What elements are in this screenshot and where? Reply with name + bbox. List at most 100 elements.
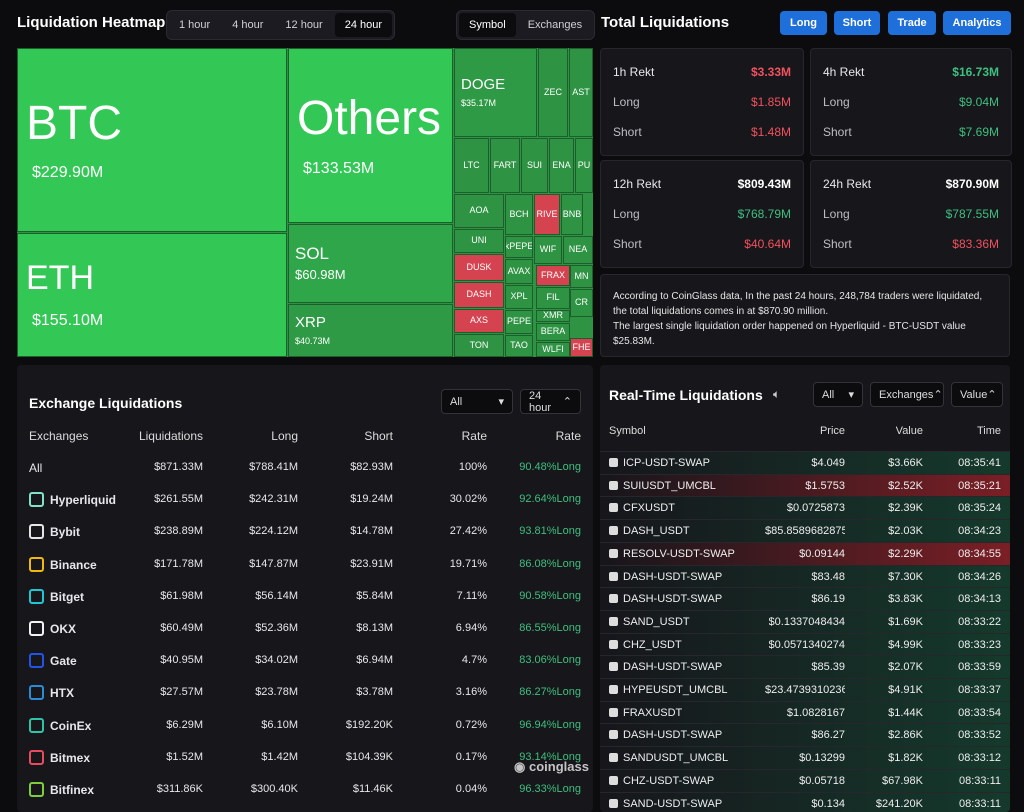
period-tab[interactable]: 4 hour: [232, 19, 264, 31]
action-button[interactable]: Short: [834, 11, 880, 35]
rekt-card: 4h Rekt $16.73M Long $9.04M Short $7.69M: [810, 48, 1012, 156]
heatmap-tile[interactable]: FRAX: [536, 265, 570, 286]
card-label: Short: [823, 125, 852, 139]
watermark: ◉ coinglass: [514, 759, 589, 774]
exchange-icon: [29, 492, 44, 508]
heatmap-tile[interactable]: ZEC: [538, 48, 568, 137]
table-cell: 7.11%: [456, 589, 487, 602]
note-line: The largest single liquidation order hap…: [613, 321, 966, 347]
heatmap-tile[interactable]: BTC $229.90M: [17, 48, 287, 232]
heatmap-tile[interactable]: BNB: [561, 194, 583, 235]
action-button[interactable]: Long: [780, 11, 827, 35]
heatmap-tile[interactable]: DUSK: [454, 254, 504, 281]
heatmap-tile[interactable]: RIVE: [534, 194, 560, 235]
summary-note: According to CoinGlass data, In the past…: [600, 274, 1010, 357]
tile-label: WIF: [539, 244, 557, 255]
heatmap-tile[interactable]: CR: [570, 289, 593, 317]
heatmap-tile[interactable]: MN: [570, 265, 593, 288]
heatmap-tile[interactable]: FART: [490, 138, 520, 193]
realtime-panel: Real-Time Liquidations 🔈︎ All ▾ Exchanges…: [600, 365, 1010, 812]
period-select[interactable]: 24 hour ⌃: [520, 389, 581, 414]
heatmap-tile[interactable]: DASH: [454, 282, 504, 308]
action-button[interactable]: Analytics: [943, 11, 1011, 35]
table-cell: 93.14%Long: [519, 750, 581, 763]
tile-label: ETH: [26, 259, 94, 298]
heatmap-tile[interactable]: WIF: [534, 236, 562, 264]
filter-select[interactable]: All ▾: [813, 382, 863, 407]
table-cell: $61.98M: [160, 589, 203, 602]
period-tab[interactable]: 1 hour: [179, 19, 211, 31]
liquidation-row: CHZ-USDT-SWAP $0.05718 $67.98K 08:33:11: [600, 768, 1010, 792]
heatmap-tile[interactable]: XMR: [536, 310, 570, 322]
tile-label: FHE: [572, 341, 591, 352]
tile-label: kPEPE: [505, 241, 533, 252]
table-cell: RESOLV-USDT-SWAP: [623, 547, 735, 560]
table-cell: $27.57M: [160, 686, 203, 699]
heatmap-tile[interactable]: UNI: [454, 229, 504, 253]
period-tab[interactable]: 24 hour: [334, 13, 393, 37]
heatmap: BTC $229.90M Others $133.53M ETH $155.10M SOL $…: [17, 48, 593, 357]
heatmap-tile[interactable]: SOL $60.98M: [288, 224, 453, 303]
table-cell: $34.02M: [255, 654, 298, 667]
table-cell: $7.30K: [888, 570, 923, 583]
heatmap-tile[interactable]: BCH: [505, 194, 533, 235]
table-cell: 08:33:52: [958, 729, 1001, 742]
heatmap-tile[interactable]: AOA: [454, 194, 504, 228]
liquidation-row: SAND_USDT $0.1337048434 $1.69K 08:33:22: [600, 609, 1010, 633]
tile-label: PEPE: [506, 316, 531, 327]
heatmap-tile[interactable]: BERA: [536, 323, 570, 341]
tile-label: DASH: [466, 289, 492, 300]
table-cell: CFXUSDT: [623, 502, 675, 515]
heatmap-tile[interactable]: ETH $155.10M: [17, 233, 287, 357]
table-cell: $788.41M: [249, 461, 298, 473]
heatmap-tile[interactable]: PEPE: [505, 310, 533, 334]
heatmap-tile[interactable]: AVAX: [505, 259, 533, 284]
exchange-name: HTX: [50, 686, 74, 701]
table-cell: $871.33M: [154, 461, 203, 473]
tile-label: BERA: [540, 326, 566, 337]
tile-label: SOL: [295, 243, 330, 263]
tile-label: AST: [572, 86, 590, 97]
period-tab[interactable]: 12 hour: [285, 19, 323, 31]
exchange-name: Gate: [50, 654, 77, 669]
tile-label: SUI: [526, 159, 542, 170]
heatmap-tile[interactable]: WLFI: [536, 342, 570, 357]
heatmap-tile[interactable]: kPEPE: [505, 236, 533, 258]
action-button[interactable]: Trade: [888, 11, 936, 35]
table-cell: 0.17%: [455, 750, 487, 763]
heatmap-tile[interactable]: XPL: [505, 285, 533, 309]
heatmap-tile[interactable]: AXS: [454, 309, 504, 333]
source-select[interactable]: Exchanges ⌃: [870, 382, 944, 407]
table-cell: 3.16%: [455, 686, 487, 699]
table-cell: $1.69K: [888, 615, 923, 628]
mode-tab[interactable]: Symbol: [459, 13, 516, 37]
heatmap-tile[interactable]: FHE: [570, 338, 593, 357]
tile-value: $60.98M: [295, 267, 346, 283]
table-cell: $192.20K: [345, 718, 393, 731]
mode-toggle: Symbol Exchanges: [456, 10, 596, 40]
heatmap-tile[interactable]: TON: [454, 334, 504, 357]
tile-label: AOA: [469, 205, 489, 216]
heatmap-tile[interactable]: PU: [575, 138, 593, 193]
heatmap-tile[interactable]: TAO: [505, 335, 533, 357]
heatmap-tile[interactable]: LTC: [454, 138, 489, 193]
heatmap-tile[interactable]: NEA: [563, 236, 593, 264]
table-cell: $0.0725873: [786, 502, 845, 515]
heatmap-tile[interactable]: FIL: [536, 287, 570, 309]
heatmap-tile[interactable]: XRP $40.73M: [288, 304, 453, 357]
heatmap-tile[interactable]: Others $133.53M: [288, 48, 453, 223]
column-header: Short: [364, 429, 393, 443]
sort-select[interactable]: Value ⌃: [951, 382, 1003, 407]
tile-label: BNB: [562, 208, 582, 219]
liquidation-row: HYPEUSDT_UMCBL $23.4739310236 $4.91K 08:33:…: [600, 678, 1010, 701]
heatmap-tile[interactable]: ENA: [549, 138, 574, 193]
tile-label: DUSK: [466, 261, 492, 272]
filter-select[interactable]: All ▾: [441, 389, 513, 414]
symbol-icon: [609, 707, 618, 717]
mute-icon[interactable]: 🔈︎: [773, 387, 781, 401]
heatmap-tile[interactable]: SUI: [521, 138, 548, 193]
mode-tab[interactable]: Exchanges: [527, 19, 583, 31]
card-value: $870.90M: [945, 177, 999, 191]
heatmap-tile[interactable]: DOGE $35.17M: [454, 48, 537, 137]
heatmap-tile[interactable]: AST: [569, 48, 593, 137]
